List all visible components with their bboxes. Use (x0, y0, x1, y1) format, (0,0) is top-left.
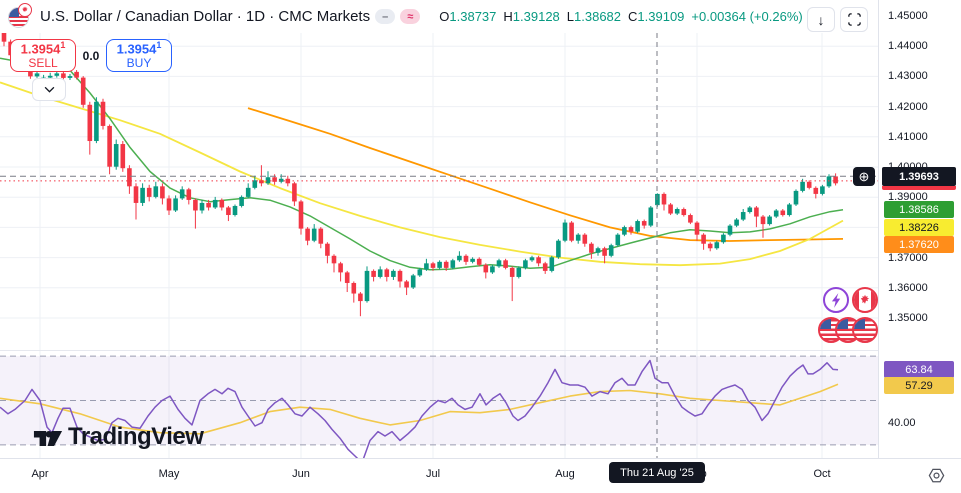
sell-price: 1.3954 (20, 41, 61, 57)
price-chart-canvas[interactable] (0, 0, 878, 458)
buy-price: 1.3954 (116, 41, 157, 57)
price-axis-tick: 1.43000 (888, 70, 928, 83)
price-axis-tick: 1.45000 (888, 10, 928, 22)
price-axis-tick: 1.42000 (888, 100, 928, 113)
corners-icon (847, 13, 861, 26)
trade-panel: 1.39541 SELL 0.0 1.39541 BUY (10, 39, 172, 72)
crosshair-date-tooltip: Thu 21 Aug '25 (609, 462, 705, 483)
close-value: 1.39109 (637, 9, 685, 24)
instrument-logo (8, 2, 32, 28)
rsi-axis-tick: 40.00 (888, 417, 916, 429)
price-axis-tick: 1.36000 (888, 281, 928, 294)
change-value: +0.00364 (+0.26%) (691, 9, 803, 24)
tradingview-logo-icon (33, 430, 63, 446)
sell-label: SELL (28, 55, 58, 70)
price-axis-tick: 1.35000 (888, 312, 928, 324)
collapse-trade-panel-button[interactable] (32, 78, 66, 101)
ma-slow-price-badge: 1.37620 (884, 236, 954, 253)
canada-maple-leaf-icon (18, 2, 32, 17)
tradingview-watermark: TradingView (33, 423, 204, 451)
fullscreen-button[interactable] (840, 7, 868, 32)
crosshair-price-badge: 1.39693 (882, 167, 956, 186)
chevron-down-icon (44, 86, 54, 93)
ma-mid-price-badge: 1.38226 (884, 219, 954, 236)
time-axis-month-label: Jul (425, 468, 441, 480)
time-axis-month-label: Aug (555, 468, 575, 480)
us-event-flag-icon[interactable] (852, 317, 878, 343)
ohlc-legend: O 1.38737 H 1.39128 L 1.38682 C 1.39109 +0.0… (432, 9, 802, 24)
close-label: C (628, 9, 638, 24)
high-value: 1.39128 (512, 9, 560, 24)
buy-label: BUY (126, 55, 152, 70)
pane-divider[interactable] (0, 350, 961, 351)
time-axis-month-label: Jun (292, 468, 310, 480)
scroll-to-recent-button[interactable]: ↓ (807, 7, 835, 32)
settings-hexagon-icon (928, 468, 944, 482)
chart-legend-bar: U.S. Dollar / Canadian Dollar · 1D · CMC… (0, 0, 878, 33)
rsi-ma-value-badge: 57.29 (884, 377, 954, 394)
last-price-label-sliver (882, 186, 956, 190)
economic-event-lightning-icon[interactable] (823, 287, 849, 313)
add-alert-plus-icon[interactable]: ⊕ (853, 167, 875, 186)
price-axis-tick: 1.44000 (888, 40, 928, 53)
price-scale[interactable]: ⊕ 1.39693 1.38586 1.38226 1.37620 63.84 … (853, 0, 961, 458)
ma-fast-price-badge: 1.38586 (884, 201, 954, 218)
time-scale-settings-button[interactable] (924, 464, 948, 488)
market-status-minus-icon: – (375, 9, 396, 24)
open-value: 1.38737 (449, 9, 497, 24)
sell-button[interactable]: 1.39541 SELL (10, 39, 76, 72)
canada-event-flag-icon[interactable] (852, 287, 878, 313)
price-axis-tick: 1.37000 (888, 251, 928, 264)
low-label: L (566, 9, 575, 24)
spread-value: 0.0 (82, 48, 100, 63)
open-label: O (439, 9, 450, 24)
price-axis-tick: 1.39000 (888, 191, 928, 204)
high-label: H (503, 9, 513, 24)
tradingview-watermark-text: TradingView (68, 423, 204, 450)
sell-pip: 1 (60, 40, 66, 51)
symbol-title[interactable]: U.S. Dollar / Canadian Dollar · 1D · CMC… (40, 8, 371, 25)
buy-pip: 1 (156, 40, 162, 51)
rsi-value-badge: 63.84 (884, 361, 954, 378)
time-axis-month-label: Oct (813, 468, 831, 480)
time-scale[interactable]: OctSepAugJulJunMayApr Thu 21 Aug '25 (0, 458, 961, 493)
market-status-approx-icon: ≈ (400, 9, 421, 24)
price-axis-tick: 1.41000 (888, 130, 928, 143)
time-axis-month-label: Apr (31, 468, 49, 480)
time-axis-month-label: May (158, 468, 180, 480)
buy-button[interactable]: 1.39541 BUY (106, 39, 172, 72)
event-markers (818, 287, 878, 345)
low-value: 1.38682 (574, 9, 622, 24)
arrow-down-icon: ↓ (817, 11, 825, 28)
